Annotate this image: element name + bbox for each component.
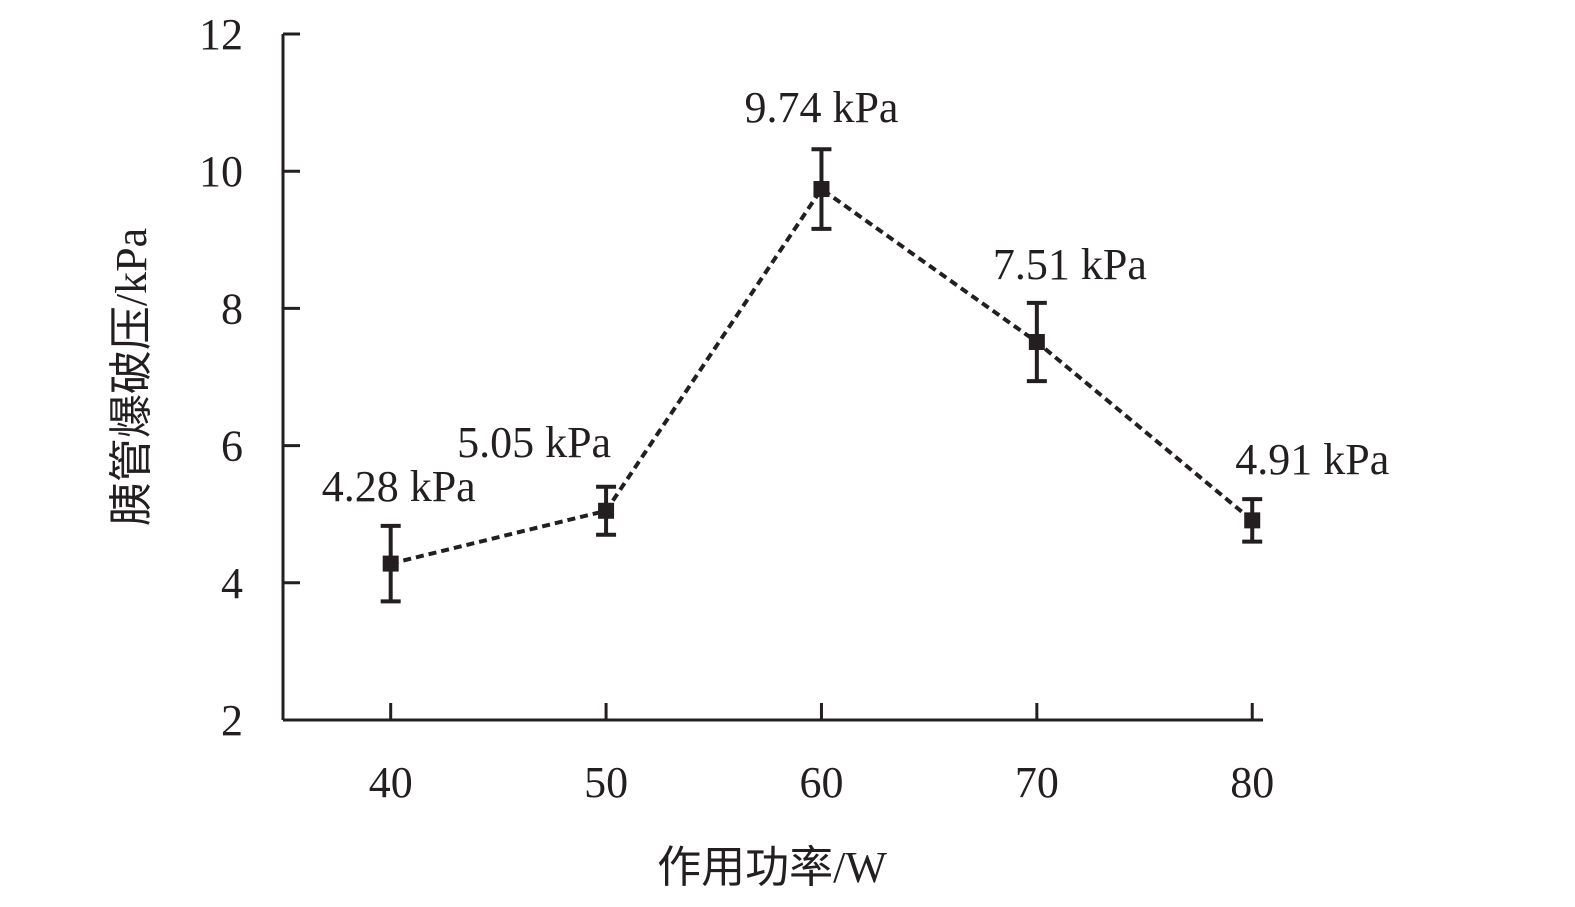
y-tick-label: 8	[221, 284, 243, 333]
data-label: 5.05 kPa	[457, 418, 611, 467]
x-tick-label: 60	[799, 758, 843, 807]
x-tick-label: 50	[584, 758, 628, 807]
y-tick-label: 2	[221, 696, 243, 745]
data-point	[382, 555, 399, 572]
data-label: 4.91 kPa	[1235, 435, 1389, 484]
data-point	[813, 181, 830, 198]
y-tick-label: 4	[221, 559, 243, 608]
x-tick-label: 80	[1230, 758, 1274, 807]
y-tick-label: 10	[199, 147, 243, 196]
data-point	[1244, 512, 1261, 529]
y-axis-title: 胰管爆破压/kPa	[107, 228, 156, 526]
data-point	[598, 502, 615, 519]
data-point	[1028, 334, 1045, 351]
data-label: 7.51 kPa	[993, 240, 1147, 289]
ticks: 2 4 6 8 10 12 40 50 60 70 80	[199, 10, 1274, 807]
data-label: 9.74 kPa	[744, 83, 898, 132]
x-tick-label: 40	[369, 758, 413, 807]
y-tick-label: 12	[199, 10, 243, 59]
series-layer	[380, 147, 1263, 604]
y-tick-label: 6	[221, 422, 243, 471]
axes	[281, 34, 1263, 722]
series-line	[390, 186, 1254, 566]
x-axis-title: 作用功率/W	[657, 843, 887, 892]
x-tick-label: 70	[1015, 758, 1059, 807]
data-label: 4.28 kPa	[322, 462, 476, 511]
